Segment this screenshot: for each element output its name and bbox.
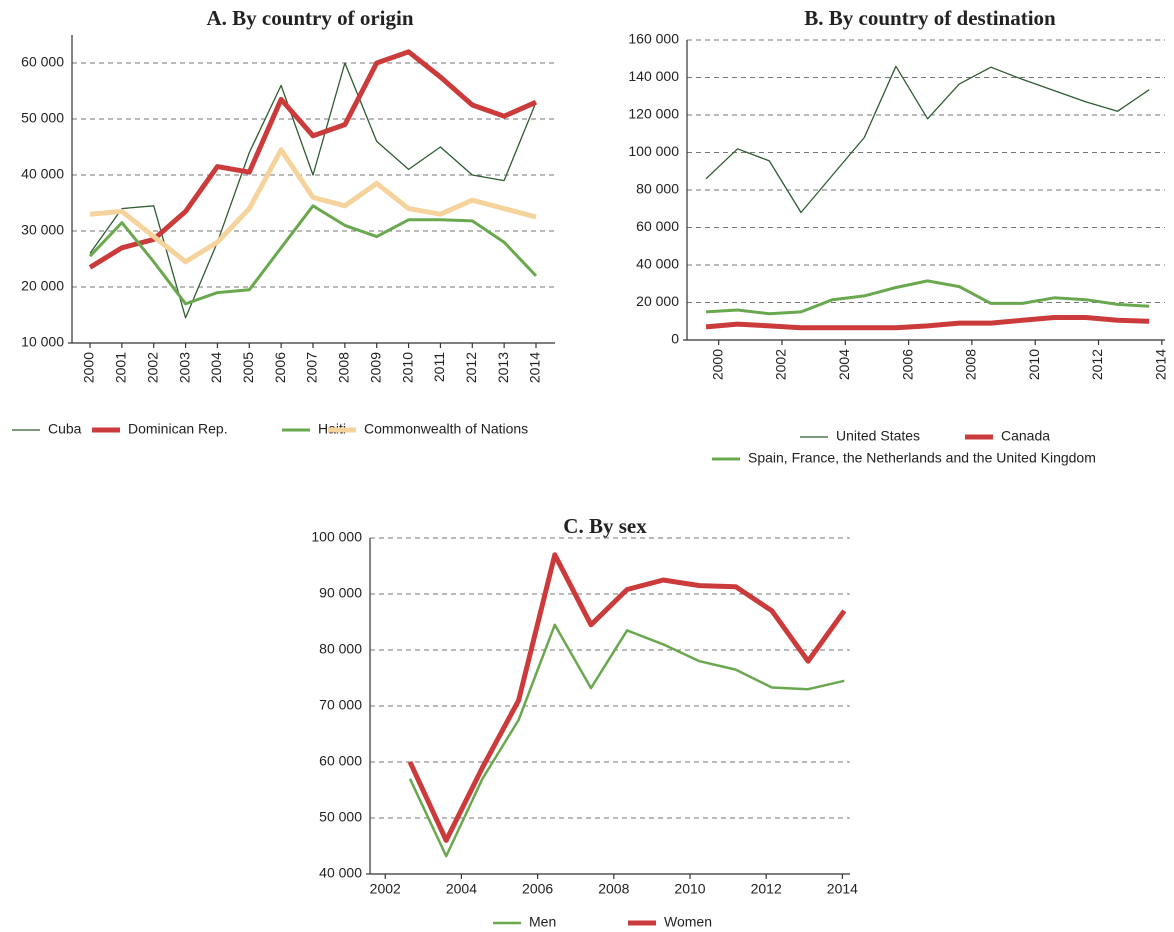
x-tick-label: 2006 (899, 349, 915, 380)
legend-label: Spain, France, the Netherlands and the U… (748, 450, 1096, 466)
x-tick-label: 2003 (176, 352, 192, 383)
line-series (705, 279, 1150, 316)
x-tick-label: 2014 (827, 881, 858, 897)
legend-label: Men (529, 914, 556, 930)
x-tick-label: 2006 (522, 881, 553, 897)
line-series (408, 623, 845, 858)
y-tick-label: 160 000 (628, 31, 679, 47)
x-tick-label: 2008 (963, 349, 979, 380)
y-tick-label: 70 000 (319, 697, 362, 713)
x-tick-label: 2012 (751, 881, 782, 897)
y-tick-label: 0 (671, 331, 679, 347)
x-tick-label: 2010 (1026, 349, 1042, 380)
x-tick-label: 2002 (773, 349, 789, 380)
x-tick-label: 2002 (370, 881, 401, 897)
y-tick-label: 60 000 (21, 54, 64, 70)
y-tick-label: 40 000 (636, 256, 679, 272)
legend-label: United States (836, 428, 920, 444)
x-tick-label: 2001 (113, 352, 129, 383)
y-tick-label: 40 000 (319, 865, 362, 881)
line-series (407, 552, 847, 843)
y-tick-label: 40 000 (21, 166, 64, 182)
y-tick-label: 120 000 (628, 106, 679, 122)
y-tick-label: 50 000 (319, 809, 362, 825)
chart-title: C. By sex (563, 514, 647, 538)
x-tick-label: 2014 (1153, 349, 1169, 380)
y-tick-label: 100 000 (628, 143, 679, 159)
legend-label: Cuba (48, 421, 82, 437)
x-tick-label: 2013 (495, 352, 511, 383)
x-tick-label: 2002 (144, 352, 160, 383)
y-tick-label: 80 000 (636, 181, 679, 197)
y-tick-label: 50 000 (21, 110, 64, 126)
line-series (88, 204, 538, 306)
x-tick-label: 2004 (446, 881, 477, 897)
x-tick-label: 2009 (367, 352, 383, 383)
y-tick-label: 30 000 (21, 222, 64, 238)
x-tick-label: 2000 (81, 352, 97, 383)
x-tick-label: 2014 (527, 352, 543, 383)
x-tick-label: 2006 (272, 352, 288, 383)
y-tick-label: 60 000 (636, 218, 679, 234)
x-tick-label: 2000 (709, 349, 725, 380)
x-tick-label: 2011 (431, 352, 447, 382)
x-tick-label: 2010 (399, 352, 415, 383)
y-tick-label: 60 000 (319, 753, 362, 769)
y-tick-label: 90 000 (319, 585, 362, 601)
x-tick-label: 2007 (304, 352, 320, 383)
legend-label: Commonwealth of Nations (364, 421, 528, 437)
y-tick-label: 140 000 (628, 68, 679, 84)
chart-title: A. By country of origin (206, 6, 413, 30)
y-tick-label: 10 000 (21, 334, 64, 350)
chart-title: B. By country of destination (804, 6, 1056, 30)
legend-label: Women (664, 914, 712, 930)
x-tick-label: 2012 (463, 352, 479, 383)
y-tick-label: 20 000 (21, 278, 64, 294)
x-tick-label: 2012 (1089, 349, 1105, 380)
line-series (705, 315, 1150, 331)
y-tick-label: 80 000 (319, 641, 362, 657)
line-series (88, 49, 538, 270)
legend-label: Dominican Rep. (128, 421, 228, 437)
line-series (89, 147, 537, 265)
x-tick-label: 2004 (208, 352, 224, 383)
x-tick-label: 2005 (240, 352, 256, 383)
y-tick-label: 100 000 (311, 529, 362, 545)
x-tick-label: 2004 (836, 349, 852, 380)
line-series (705, 65, 1150, 214)
x-tick-label: 2008 (336, 352, 352, 383)
legend-label: Canada (1001, 428, 1050, 444)
x-tick-label: 2010 (674, 881, 705, 897)
y-tick-label: 20 000 (636, 293, 679, 309)
x-tick-label: 2008 (598, 881, 629, 897)
